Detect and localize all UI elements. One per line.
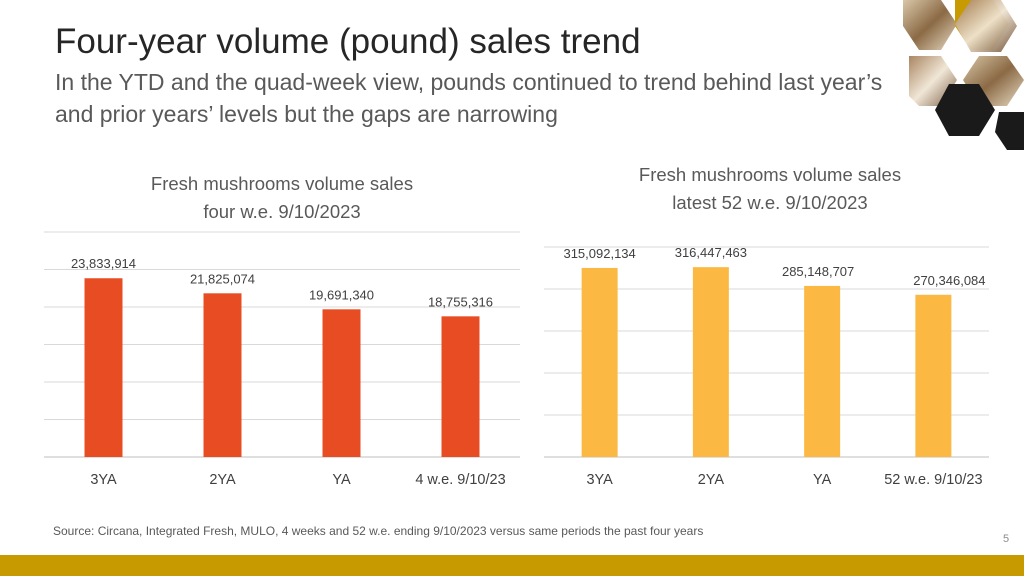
chart-left-title-line2: four w.e. 9/10/2023 — [203, 201, 361, 222]
slide-subtitle: In the YTD and the quad-week view, pound… — [55, 69, 883, 127]
data-label: 21,825,074 — [190, 271, 255, 286]
chart-right-title: Fresh mushrooms volume sales latest 52 w… — [570, 161, 970, 217]
bar-4-w-e-9-10-23 — [441, 316, 480, 457]
bar-2ya — [203, 293, 242, 457]
footer-bar — [0, 555, 1024, 576]
data-label: 316,447,463 — [675, 245, 747, 260]
chart-right-title-line1: Fresh mushrooms volume sales — [638, 164, 902, 185]
bar-ya — [322, 309, 361, 457]
x-tick-label: YA — [332, 472, 351, 488]
bar-ya — [804, 285, 841, 457]
x-tick-label: YA — [813, 472, 832, 488]
bar-52-w-e-9-10-23 — [915, 294, 952, 457]
data-label: 285,148,707 — [782, 264, 854, 279]
chart-left-title-line1: Fresh mushrooms volume sales — [150, 173, 414, 194]
bar-2ya — [692, 267, 729, 457]
page-number: 5 — [1003, 533, 1010, 545]
chart-left-title: Fresh mushrooms volume sales four w.e. 9… — [82, 170, 482, 226]
x-tick-label: 2YA — [698, 472, 725, 488]
x-tick-label: 4 w.e. 9/10/23 — [415, 472, 505, 488]
data-label: 315,092,134 — [563, 246, 635, 261]
x-tick-label: 3YA — [586, 472, 613, 488]
bar-3ya — [581, 267, 618, 457]
x-tick-label: 52 w.e. 9/10/23 — [884, 472, 982, 488]
bar-3ya — [84, 278, 123, 457]
source-note: Source: Circana, Integrated Fresh, MULO,… — [53, 524, 704, 538]
data-label: 23,833,914 — [71, 256, 136, 271]
data-label: 270,346,084 — [913, 273, 985, 288]
mushroom-hexagon-photo-icon — [903, 0, 1024, 150]
x-tick-label: 2YA — [209, 472, 236, 488]
chart-right-title-line2: latest 52 w.e. 9/10/2023 — [672, 192, 868, 213]
data-label: 19,691,340 — [309, 287, 374, 302]
slide-title: Four-year volume (pound) sales trend — [55, 22, 641, 61]
x-tick-label: 3YA — [90, 472, 117, 488]
data-label: 18,755,316 — [428, 294, 493, 309]
